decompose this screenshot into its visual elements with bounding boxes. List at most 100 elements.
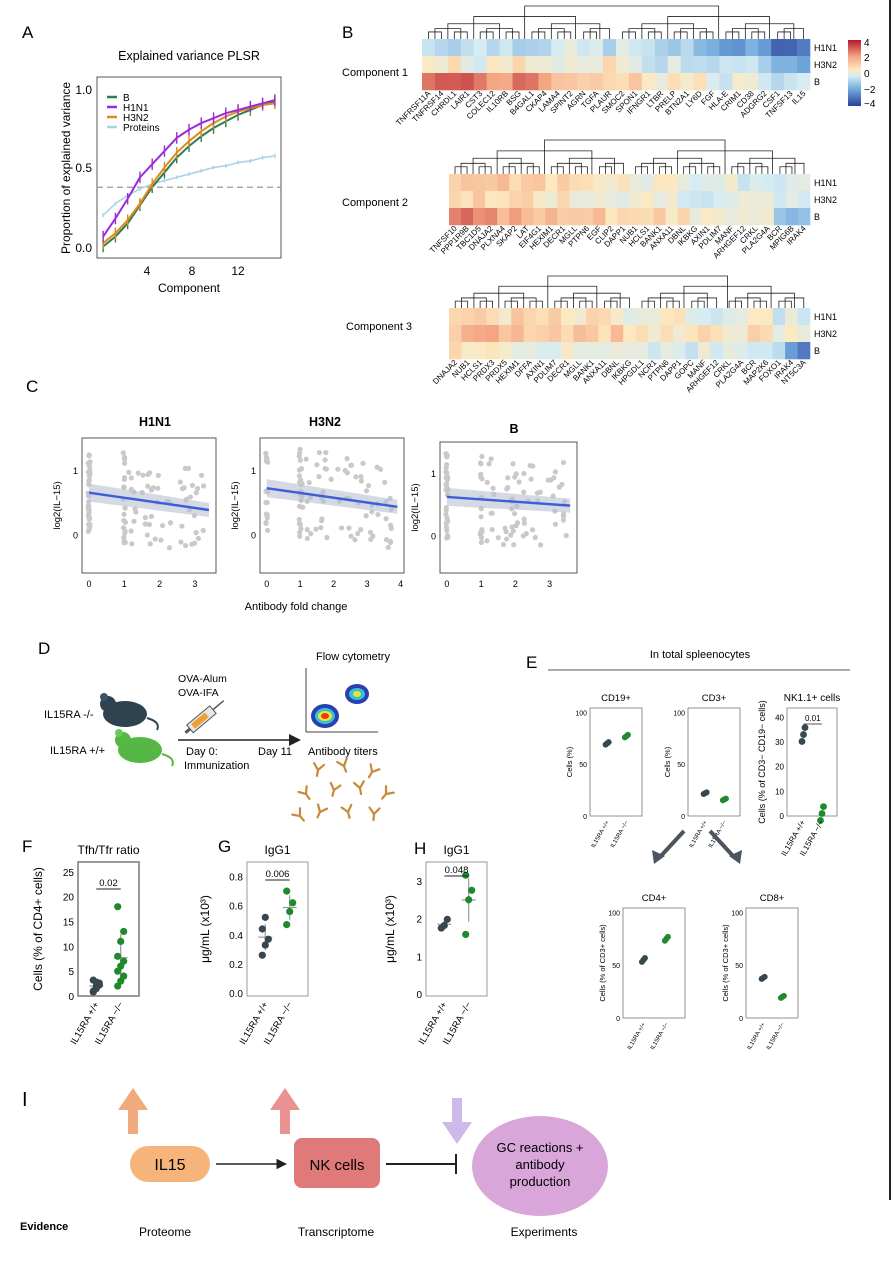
heatmap-cell xyxy=(797,56,811,74)
heatmap-cell xyxy=(598,308,612,326)
colorbar-tick: 0 xyxy=(864,69,870,80)
scatter-point xyxy=(167,520,174,526)
scatter-point xyxy=(374,464,380,470)
scatter-point xyxy=(121,511,127,517)
heatmap-cell xyxy=(785,191,799,209)
heatmap-cell xyxy=(758,56,772,74)
scatter-point xyxy=(560,517,567,523)
heatmap-cell xyxy=(585,308,599,326)
dotplot-ytick: 15 xyxy=(63,918,75,929)
scatter-point xyxy=(122,530,128,536)
heatmap-cell xyxy=(447,73,462,91)
scatter-point xyxy=(297,457,303,463)
heatmap-cell xyxy=(551,39,565,57)
heatmap-cell xyxy=(747,325,761,343)
heatmap-cell xyxy=(603,39,617,57)
heatmap-cell xyxy=(473,39,487,57)
scatter-point xyxy=(200,527,206,534)
heatmap-cell xyxy=(509,174,522,192)
scatter-point xyxy=(296,503,303,510)
dotplot-point-ko xyxy=(462,930,470,939)
heatmap-cell xyxy=(461,308,475,326)
heatmap-cell xyxy=(497,191,510,209)
adjuvant-2: OVA-IFA xyxy=(178,687,219,699)
heatmap-row-label: H3N2 xyxy=(814,195,837,205)
heatmap-cell xyxy=(461,342,475,360)
flow-cytometry-label: Flow cytometry xyxy=(316,651,390,663)
scatter-point xyxy=(304,527,310,533)
heatmap-cell xyxy=(758,39,772,57)
syringe-icon xyxy=(184,700,225,734)
scatter-point xyxy=(370,533,376,539)
dotplot-ytick: 100 xyxy=(673,710,685,717)
heatmap-cell xyxy=(653,174,666,192)
scatter-ytick: 0 xyxy=(73,530,78,540)
scatter-point xyxy=(537,489,543,495)
dotplot-pvalue: 0.006 xyxy=(266,869,290,880)
heatmap-cell xyxy=(773,174,787,192)
gc-label-2: antibody xyxy=(515,1157,565,1172)
scatter-point xyxy=(147,541,153,547)
scatter-point xyxy=(120,450,126,456)
scatter-point xyxy=(521,489,527,495)
scatter-point xyxy=(133,509,139,515)
panel-b-heatmaps: H1N1H3N2BTNFRSF11ATNFRSF14CHRDL1LAIR1CST… xyxy=(342,5,876,394)
scatter-point xyxy=(86,453,92,459)
scatter-xtick: 2 xyxy=(331,579,336,589)
heatmap-cell xyxy=(460,73,475,91)
scatter-point xyxy=(297,446,303,452)
heatmap-cell xyxy=(713,174,727,192)
heatmap-cell xyxy=(797,325,811,343)
heatmap-cell xyxy=(551,56,565,74)
heatmap-cell xyxy=(473,56,487,74)
panel-a-ytick: 0.0 xyxy=(75,241,92,255)
scatter-point xyxy=(530,463,536,469)
scatter-point xyxy=(126,469,132,475)
scatter-point xyxy=(353,474,359,480)
scatter-point xyxy=(488,456,494,462)
heatmap-cell xyxy=(660,342,674,360)
heatmap-cell xyxy=(581,174,594,192)
scatter-point xyxy=(140,472,146,478)
heatmap-cell xyxy=(749,208,763,226)
heatmap-cell xyxy=(710,325,724,343)
heatmap-row-label: B xyxy=(814,346,820,356)
scatter-point xyxy=(529,527,536,533)
scatter-point xyxy=(443,524,450,531)
heatmap-cell xyxy=(654,39,669,57)
heatmap-cell xyxy=(605,191,618,209)
scatter-point xyxy=(155,485,161,491)
scatter-point xyxy=(346,525,352,531)
antibody-titers-label: Antibody titers xyxy=(308,746,378,758)
scatter-point xyxy=(445,518,451,524)
scatter-point xyxy=(264,458,270,465)
heatmap-cell xyxy=(548,325,562,343)
scatter-point xyxy=(159,522,166,529)
heatmap-cell xyxy=(473,174,486,192)
mouse-ko-label: IL15RA -/- xyxy=(44,709,94,721)
antibody-icon xyxy=(291,807,305,822)
heatmap-cell xyxy=(719,39,733,57)
heatmap-cell xyxy=(737,191,751,209)
heatmap-cell xyxy=(422,73,436,91)
heatmap-cell xyxy=(499,39,513,57)
mouse-ko-icon xyxy=(100,693,159,731)
dotplot-point-ko xyxy=(468,886,476,894)
heatmap-cell xyxy=(498,325,512,343)
dotplot-xlabel: IL15RA −/− xyxy=(766,1022,786,1051)
scatter-point xyxy=(131,518,137,524)
heatmap-cell xyxy=(623,342,637,360)
heatmap-cell xyxy=(628,73,643,91)
heatmap-cell xyxy=(523,308,537,326)
heatmap-cell xyxy=(654,73,669,91)
scatter-ylabel: log2(IL−15) xyxy=(410,483,421,531)
heatmap-cell xyxy=(577,39,591,57)
panel-a-xlabel: Component xyxy=(158,281,221,295)
dotplot-ytick: 10 xyxy=(775,787,784,796)
scatter-point xyxy=(385,544,391,550)
arrow-up-transcriptome xyxy=(270,1088,300,1134)
dotplot-point-ko xyxy=(820,803,827,811)
heatmap-cell xyxy=(797,39,811,57)
